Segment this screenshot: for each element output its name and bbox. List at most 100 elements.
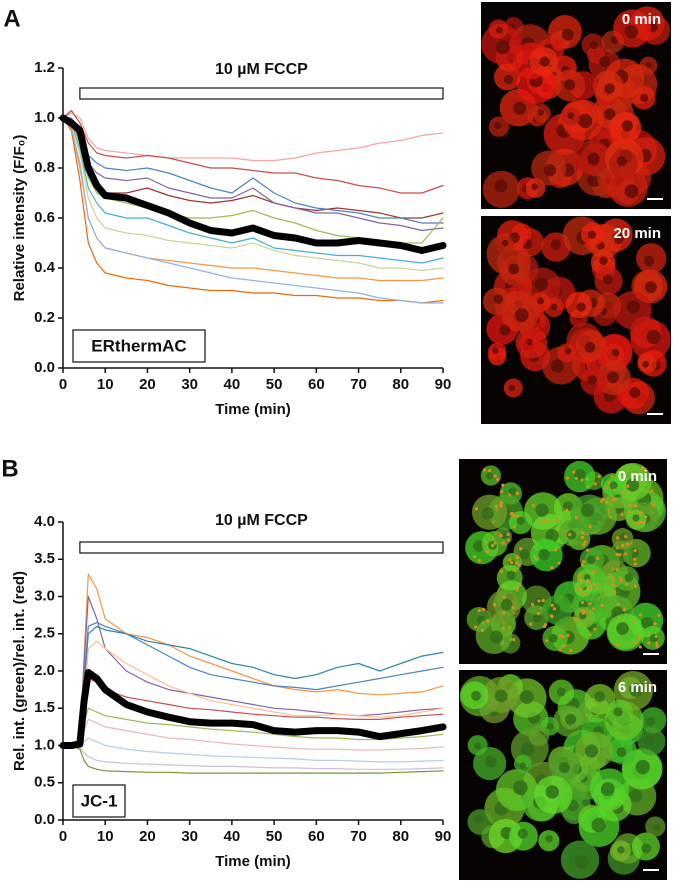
nucleus	[550, 239, 561, 250]
nucleus	[594, 691, 606, 702]
nucleus	[519, 762, 526, 769]
mito-dot	[657, 613, 661, 617]
y-tick-label: 4.0	[34, 513, 55, 530]
nucleus	[612, 232, 624, 244]
trace-line	[62, 744, 444, 770]
nucleus	[563, 501, 574, 512]
trace-line	[62, 595, 444, 747]
mito-dot	[653, 622, 657, 626]
nucleus	[646, 717, 656, 727]
treatment-bar	[79, 541, 444, 554]
mito-dot	[577, 573, 581, 578]
mito-dot	[618, 553, 622, 557]
mito-dot	[568, 532, 572, 537]
nucleus	[624, 573, 634, 582]
x-tick-label: 40	[224, 376, 241, 393]
nucleus	[641, 843, 652, 854]
nucleus	[624, 184, 639, 199]
mito-dot	[588, 586, 592, 590]
nucleus	[645, 61, 652, 69]
mito-dot	[501, 541, 505, 545]
nucleus	[506, 570, 516, 580]
mito-dot	[490, 544, 495, 548]
mito-dot	[625, 542, 629, 546]
nucleus	[640, 93, 649, 102]
x-tick-label: 60	[308, 376, 325, 393]
nucleus	[604, 83, 615, 94]
mito-dot	[655, 641, 659, 645]
mito-dot	[594, 582, 598, 587]
mito-dot	[531, 503, 535, 508]
nucleus	[587, 375, 598, 385]
nucleus	[520, 742, 534, 757]
nucleus	[599, 56, 611, 68]
nucleus	[496, 26, 503, 34]
mito-dot	[499, 504, 503, 508]
mito-dot	[519, 547, 523, 551]
nucleus	[566, 530, 577, 540]
nucleus	[545, 835, 553, 843]
mito-dot	[592, 569, 596, 574]
mito-dot	[477, 608, 481, 613]
mito-dot	[607, 481, 611, 485]
nucleus	[550, 303, 558, 311]
mito-dot	[488, 468, 492, 473]
mito-dot	[472, 555, 477, 559]
nucleus	[473, 814, 483, 824]
mito-dot	[593, 627, 597, 631]
mito-dot	[640, 466, 645, 470]
nucleus	[531, 183, 539, 191]
mito-dot	[561, 635, 565, 639]
nucleus	[642, 360, 649, 368]
nucleus	[512, 101, 527, 115]
mito-dot	[650, 489, 654, 493]
trace-line	[62, 117, 444, 224]
nucleus	[586, 555, 596, 565]
mito-dot	[536, 611, 540, 616]
y-tick-label: 2.5	[34, 625, 55, 642]
mito-dot	[643, 467, 647, 471]
x-axis-label: Time (min)	[215, 401, 291, 418]
nucleus	[537, 109, 545, 116]
nucleus	[543, 164, 557, 177]
nucleus	[536, 297, 544, 305]
mito-dot	[516, 514, 520, 518]
nucleus	[629, 789, 643, 803]
mito-dot	[572, 470, 576, 474]
nucleus	[535, 503, 549, 517]
nucleus	[646, 330, 661, 345]
mito-dot	[621, 544, 625, 548]
nucleus	[635, 759, 650, 775]
mito-dot	[545, 639, 549, 643]
annotation-text: 10 µM FCCP	[215, 512, 308, 529]
mito-dot	[540, 519, 544, 523]
mean-line	[59, 114, 447, 254]
x-tick-label: 90	[435, 828, 452, 845]
x-tick-label: 0	[59, 828, 67, 845]
mito-dot	[574, 588, 579, 592]
nucleus	[616, 747, 627, 758]
nucleus	[501, 532, 508, 540]
nucleus	[520, 690, 534, 704]
mito-dot	[512, 514, 516, 518]
nucleus	[550, 359, 564, 373]
mito-dot	[593, 482, 597, 486]
mito-dot	[515, 491, 519, 495]
mito-dot	[493, 474, 497, 478]
panel-label: A	[3, 5, 20, 32]
nucleus	[581, 503, 595, 517]
image-label: 6 min	[618, 679, 657, 696]
nucleus	[514, 308, 529, 322]
mito-dot	[501, 483, 505, 487]
trace-line	[62, 117, 444, 264]
mito-dot	[619, 578, 623, 583]
mito-dot	[580, 600, 585, 605]
y-tick-label: 0.0	[34, 811, 55, 828]
x-tick-label: 70	[350, 828, 367, 845]
mito-dot	[638, 613, 642, 617]
y-tick-label: 0.8	[34, 159, 55, 176]
nucleus	[626, 478, 640, 492]
mito-dot	[582, 543, 586, 547]
nucleus	[503, 74, 514, 85]
nucleus	[602, 274, 613, 285]
